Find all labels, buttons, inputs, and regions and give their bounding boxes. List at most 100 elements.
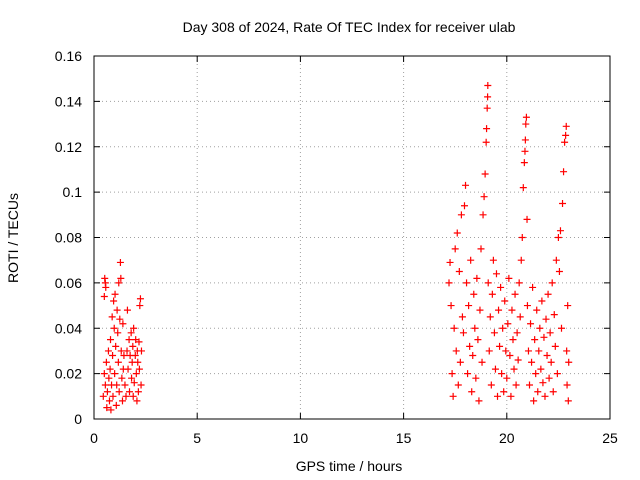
data-point	[472, 374, 480, 382]
data-point	[503, 374, 511, 382]
data-point	[463, 279, 471, 287]
data-point	[484, 279, 492, 287]
data-point	[105, 397, 113, 405]
data-point	[128, 374, 136, 382]
data-point	[539, 379, 547, 387]
data-point	[505, 274, 513, 282]
data-point	[509, 336, 517, 344]
data-point	[548, 279, 556, 287]
y-tick-label: 0.16	[55, 48, 82, 64]
data-point	[556, 227, 564, 235]
data-point	[123, 306, 131, 314]
data-point	[557, 324, 565, 332]
data-point	[487, 381, 495, 389]
data-point	[530, 397, 538, 405]
data-point	[518, 234, 526, 241]
data-point	[106, 365, 114, 373]
data-point	[501, 297, 509, 305]
y-tick-label: 0.06	[55, 275, 82, 291]
data-point	[456, 358, 464, 366]
data-point	[120, 351, 128, 359]
data-point	[137, 381, 145, 389]
data-point	[445, 279, 453, 287]
data-point	[479, 211, 487, 219]
data-point	[451, 245, 459, 253]
data-point	[127, 329, 135, 337]
data-point	[550, 311, 558, 319]
data-point	[563, 347, 571, 355]
data-point	[532, 370, 540, 378]
data-point	[130, 324, 138, 332]
data-point	[474, 336, 482, 344]
data-point	[490, 329, 498, 337]
data-point	[540, 333, 548, 341]
data-point	[549, 388, 557, 396]
data-point	[477, 245, 485, 253]
data-point	[542, 315, 550, 323]
data-point	[459, 329, 467, 337]
x-axis-title: GPS time / hours	[296, 458, 403, 474]
data-point	[502, 347, 510, 355]
data-point	[497, 283, 505, 291]
data-point	[113, 381, 121, 389]
plot-frame	[93, 55, 611, 420]
data-point	[473, 274, 481, 282]
data-point	[491, 365, 499, 373]
data-point	[107, 406, 115, 414]
data-point	[519, 184, 527, 192]
data-point	[485, 347, 493, 355]
data-point	[514, 356, 522, 364]
data-point	[468, 388, 476, 396]
data-point	[545, 374, 553, 382]
data-point	[103, 404, 111, 412]
data-point	[531, 336, 539, 344]
data-point	[103, 388, 111, 396]
data-point	[115, 388, 123, 396]
data-point	[529, 283, 537, 291]
x-axis-tick-labels: 0 5 10 15 20 25	[90, 430, 618, 446]
data-point	[546, 329, 554, 337]
data-point	[561, 138, 569, 146]
data-point	[454, 381, 462, 389]
data-point	[544, 290, 552, 298]
chart-title: Day 308 of 2024, Rate Of TEC Index for r…	[183, 19, 516, 35]
data-point	[492, 270, 500, 278]
data-point	[119, 320, 127, 328]
data-point	[109, 392, 117, 400]
roti-points	[99, 81, 573, 414]
data-point	[111, 370, 119, 378]
data-point	[486, 313, 494, 321]
x-tick-label: 20	[499, 430, 515, 446]
data-point	[114, 329, 122, 337]
x-tick-label: 25	[602, 430, 618, 446]
data-point	[498, 370, 506, 378]
data-point	[527, 320, 535, 328]
data-point	[123, 347, 131, 355]
data-point	[500, 388, 508, 396]
data-point	[559, 199, 567, 207]
data-point	[506, 351, 514, 359]
data-point	[99, 392, 107, 400]
data-point	[457, 211, 465, 219]
data-point	[114, 358, 122, 366]
grid	[94, 56, 610, 419]
data-point	[488, 290, 496, 298]
data-point	[129, 392, 137, 400]
data-point	[508, 306, 516, 314]
data-point	[552, 256, 560, 264]
data-point	[522, 113, 530, 121]
data-point	[118, 374, 126, 382]
data-point	[555, 268, 563, 276]
data-point	[115, 279, 123, 287]
data-point	[112, 401, 120, 409]
data-point	[523, 215, 531, 223]
data-point	[130, 379, 138, 387]
data-point	[101, 381, 109, 389]
data-point	[125, 336, 133, 344]
data-point	[483, 104, 491, 112]
data-point	[110, 324, 118, 332]
data-point	[515, 279, 523, 287]
data-point	[111, 290, 119, 298]
y-tick-label: 0.1	[63, 184, 83, 200]
